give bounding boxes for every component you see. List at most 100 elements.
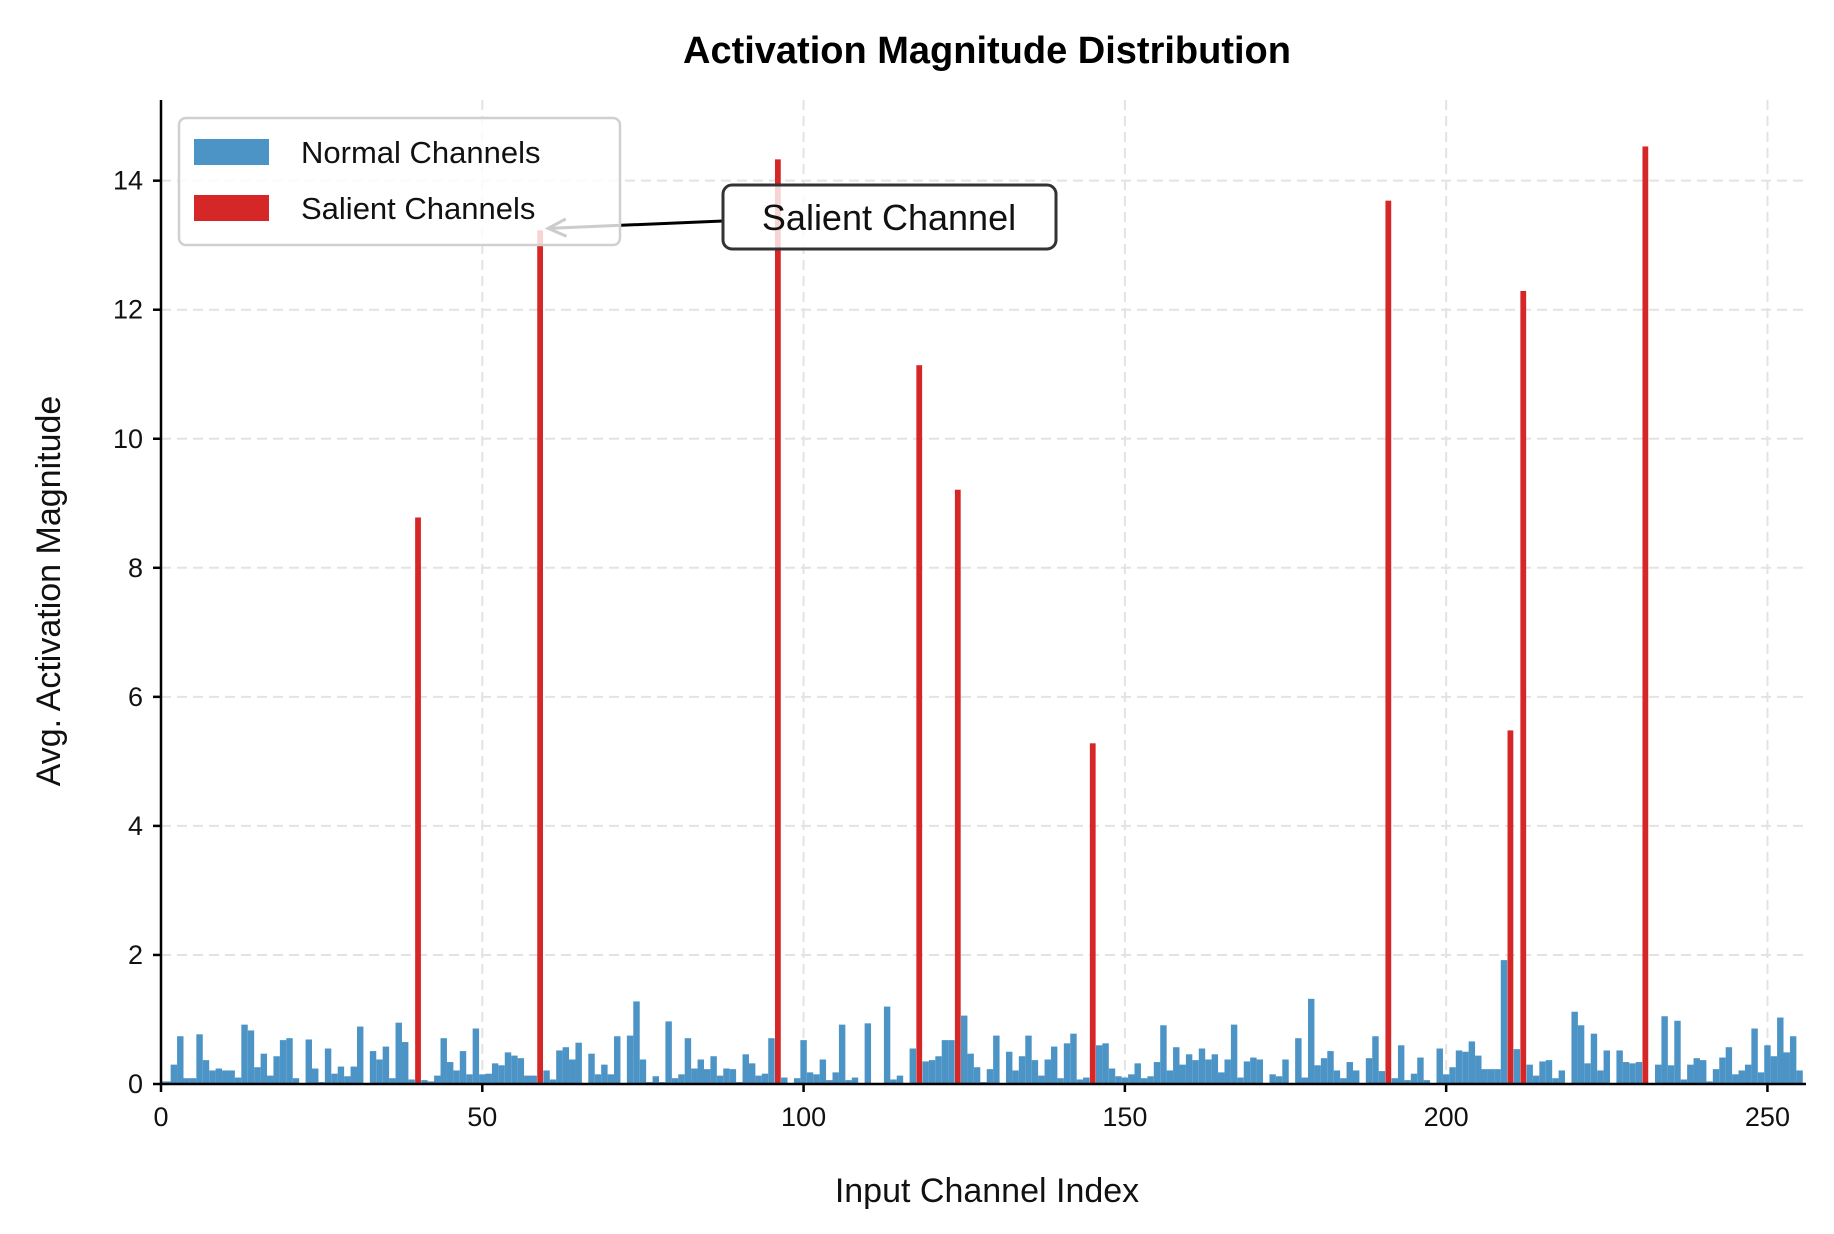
- bar-normal: [845, 1080, 852, 1084]
- bar-normal: [1057, 1078, 1064, 1084]
- bar-normal: [434, 1075, 441, 1084]
- bar-normal: [459, 1051, 467, 1084]
- y-tick-label: 0: [128, 1069, 143, 1099]
- bar-normal: [1654, 1064, 1662, 1084]
- bar-normal: [1083, 1077, 1090, 1084]
- bar-normal: [1635, 1062, 1643, 1084]
- bar-normal: [177, 1036, 184, 1084]
- bar-normal: [279, 1040, 287, 1084]
- bar-normal: [1796, 1070, 1803, 1084]
- bar-normal: [1218, 1072, 1225, 1084]
- bar-normal: [768, 1038, 775, 1084]
- axes: [159, 100, 1806, 1086]
- bar-normal: [517, 1058, 525, 1084]
- bar-normal: [710, 1056, 717, 1084]
- bar-normal: [369, 1051, 377, 1084]
- legend-label-salient: Salient Channels: [301, 191, 535, 226]
- bar-normal: [633, 1001, 640, 1084]
- bar-normal: [350, 1066, 357, 1084]
- bar-normal: [1417, 1057, 1424, 1084]
- bar-normal: [356, 1026, 364, 1084]
- bar-normal: [1012, 1070, 1019, 1084]
- bar-normal: [228, 1070, 235, 1084]
- bar-normal: [671, 1078, 679, 1084]
- bar-normal: [1770, 1056, 1778, 1084]
- bar-normal: [247, 1030, 255, 1084]
- bar-normal: [382, 1046, 390, 1084]
- bar-normal: [389, 1078, 396, 1084]
- bar-normal: [337, 1066, 345, 1084]
- bar-salient: [1507, 730, 1514, 1084]
- x-tick-label: 150: [1102, 1102, 1147, 1132]
- bar-normal: [1475, 1055, 1482, 1084]
- bar-normal: [781, 1077, 788, 1084]
- bar-normal: [524, 1075, 531, 1084]
- x-tick-label: 250: [1745, 1102, 1790, 1132]
- bar-normal: [1680, 1079, 1688, 1084]
- bar-normal: [1153, 1062, 1161, 1084]
- bar-normal: [202, 1060, 210, 1084]
- bar-normal: [209, 1070, 216, 1084]
- bar-normal: [806, 1072, 814, 1084]
- bar-normal: [723, 1068, 730, 1084]
- bar-normal: [1455, 1050, 1463, 1084]
- bar-normal: [1442, 1074, 1450, 1084]
- bar-normal: [1725, 1047, 1733, 1084]
- bar-normal: [164, 1081, 171, 1084]
- bar-normal: [427, 1081, 435, 1084]
- bar-normal: [1282, 1059, 1289, 1084]
- bar-normal: [1526, 1064, 1533, 1084]
- bar-normal: [395, 1022, 402, 1084]
- y-tick-label: 4: [128, 811, 143, 841]
- chart-title: Activation Magnitude Distribution: [683, 30, 1291, 72]
- bar-normal: [1269, 1074, 1276, 1084]
- bar-normal: [1005, 1051, 1013, 1084]
- bar-normal: [504, 1052, 512, 1084]
- bar-normal: [376, 1059, 383, 1084]
- x-axis-label: Input Channel Index: [835, 1172, 1139, 1210]
- bar-normal: [1147, 1076, 1154, 1084]
- bar-normal: [1436, 1048, 1443, 1084]
- bar-normal: [626, 1035, 634, 1084]
- bar-normal: [1481, 1069, 1488, 1084]
- bar-normal: [1687, 1064, 1694, 1084]
- bar-normal: [1674, 1020, 1681, 1084]
- bar-normal: [1783, 1052, 1790, 1084]
- bar-normal: [556, 1050, 563, 1084]
- bar-normal: [883, 1006, 891, 1084]
- bar-normal: [1462, 1051, 1469, 1084]
- bar-normal: [1179, 1064, 1186, 1084]
- bar-normal: [273, 1056, 280, 1084]
- bar-normal: [562, 1047, 570, 1084]
- bar-normal: [331, 1073, 338, 1084]
- bar-normal: [986, 1069, 994, 1084]
- bar-normal: [267, 1075, 274, 1084]
- bar-normal: [678, 1074, 685, 1084]
- bar-normal: [344, 1076, 351, 1084]
- x-tick-label: 50: [467, 1102, 497, 1132]
- bar-normal: [935, 1056, 942, 1084]
- bar-normal: [1751, 1028, 1758, 1084]
- bar-normal: [684, 1038, 692, 1084]
- bar-normal: [665, 1021, 672, 1084]
- bar-normal: [1449, 1067, 1456, 1084]
- bar-normal: [1128, 1074, 1135, 1084]
- bar-normal: [716, 1075, 724, 1084]
- legend: Normal Channels Salient Channels: [177, 116, 622, 247]
- bar-normal: [1115, 1076, 1122, 1084]
- bar-normal: [1301, 1077, 1309, 1084]
- bar-normal: [890, 1079, 897, 1084]
- bar-normal: [967, 1053, 974, 1084]
- bar-normal: [312, 1068, 319, 1084]
- annotation-text: Salient Channel: [762, 197, 1016, 238]
- bar-normal: [1558, 1070, 1566, 1084]
- bar-normal: [189, 1078, 197, 1084]
- bar-normal: [1333, 1070, 1341, 1084]
- bar-normal: [1198, 1048, 1206, 1084]
- bar-normal: [1372, 1036, 1379, 1084]
- bar-normal: [1256, 1059, 1264, 1084]
- bar-normal: [569, 1059, 576, 1084]
- bar-normal: [1243, 1061, 1251, 1084]
- bar-salient: [954, 489, 961, 1084]
- bar-normal: [813, 1074, 820, 1084]
